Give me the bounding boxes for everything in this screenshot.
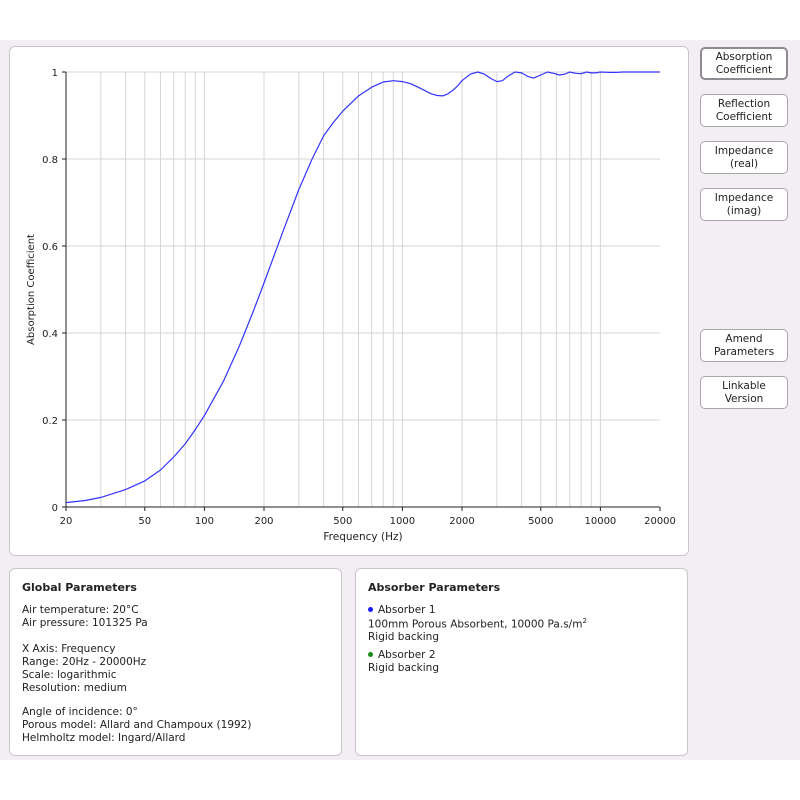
- absorption-button-line1: Absorption: [715, 51, 773, 63]
- reflection-button-line2: Coefficient: [715, 110, 773, 123]
- range-text: Range: 20Hz - 20000Hz: [22, 656, 147, 668]
- absorber-1-entry[interactable]: Absorber 1: [368, 604, 436, 616]
- impedance-imag-button-line2: (imag): [726, 204, 762, 217]
- y-tick-label: 0.8: [42, 155, 58, 166]
- absorption-chart: 0 0.2 0.4 0.6 0.8 1 20 50 100 200 500 1000 2000 5000 1…: [26, 68, 676, 543]
- air-pressure-text: Air pressure: 101325 Pa: [22, 617, 148, 629]
- x-axis-title: Frequency (Hz): [323, 531, 402, 543]
- x-tick-label: 20000: [644, 516, 676, 527]
- absorber-1-desc-sup: 2: [582, 617, 587, 625]
- x-tick-label: 200: [254, 516, 273, 527]
- absorber-1-backing: Rigid backing: [368, 631, 439, 643]
- absorber-2-dot-icon: [368, 651, 373, 657]
- incidence-text: Angle of incidence: 0°: [22, 706, 138, 718]
- impedance-imag-button-line1: Impedance: [714, 192, 774, 204]
- y-tick-label: 0.6: [42, 242, 58, 253]
- absorber-1-dot-icon: [368, 606, 373, 612]
- global-parameters-panel: Global Parameters Air temperature: 20°C …: [9, 568, 342, 756]
- absorber-1-series-line: [65, 71, 660, 504]
- global-parameters-title: Global Parameters: [22, 581, 137, 594]
- resolution-text: Resolution: medium: [22, 682, 127, 694]
- x-tick-label: 5000: [528, 516, 553, 527]
- absorber-2-entry[interactable]: Absorber 2: [368, 649, 436, 661]
- y-tick-label: 0: [52, 503, 58, 514]
- impedance-real-button[interactable]: Impedance (real): [700, 141, 788, 174]
- impedance-real-button-line1: Impedance: [714, 145, 774, 157]
- absorption-coefficient-button[interactable]: Absorption Coefficient: [700, 47, 788, 80]
- x-axis-text: X Axis: Frequency: [22, 643, 116, 655]
- x-tick-label: 10000: [584, 516, 616, 527]
- linkable-version-button[interactable]: Linkable Version: [700, 376, 788, 409]
- absorber-1-desc-main: 100mm Porous Absorbent, 10000 Pa.s/m: [368, 618, 583, 631]
- absorber-parameters-panel: Absorber Parameters Absorber 1 100mm Por…: [355, 568, 688, 756]
- x-tick-label: 100: [195, 516, 214, 527]
- amend-parameters-button[interactable]: Amend Parameters: [700, 329, 788, 362]
- y-tick-label: 0.2: [42, 416, 58, 427]
- porous-model-text: Porous model: Allard and Champoux (1992): [22, 719, 252, 731]
- impedance-real-button-line2: (real): [729, 157, 759, 170]
- absorber-1-description: 100mm Porous Absorbent, 10000 Pa.s/m2: [368, 617, 587, 631]
- impedance-imag-button[interactable]: Impedance (imag): [700, 188, 788, 221]
- absorption-button-line2: Coefficient: [715, 63, 773, 76]
- linkable-button-line1: Linkable: [722, 380, 766, 392]
- absorber-parameters-title: Absorber Parameters: [368, 581, 501, 594]
- absorber-2-name: Absorber 2: [378, 649, 436, 661]
- amend-button-line2: Parameters: [713, 345, 775, 358]
- x-tick-label: 1000: [390, 516, 415, 527]
- y-axis-title: Absorption Coefficient: [26, 234, 37, 345]
- y-tick-label: 0.4: [42, 329, 58, 340]
- air-temperature-text: Air temperature: 20°C: [22, 604, 139, 616]
- scale-text: Scale: logarithmic: [22, 669, 117, 681]
- helmholtz-model-text: Helmholtz model: Ingard/Allard: [22, 732, 186, 744]
- amend-button-line1: Amend: [725, 333, 763, 345]
- reflection-coefficient-button[interactable]: Reflection Coefficient: [700, 94, 788, 127]
- x-tick-label: 50: [138, 516, 151, 527]
- x-tick-label: 500: [333, 516, 352, 527]
- x-tick-label: 2000: [449, 516, 474, 527]
- y-tick-label: 1: [52, 68, 58, 79]
- reflection-button-line1: Reflection: [717, 98, 771, 110]
- absorber-1-name: Absorber 1: [378, 604, 436, 616]
- chart-panel: 0 0.2 0.4 0.6 0.8 1 20 50 100 200 500 1000 2000 5000 1…: [9, 46, 689, 556]
- absorber-2-backing: Rigid backing: [368, 662, 439, 674]
- linkable-button-line2: Version: [724, 392, 764, 405]
- x-tick-label: 20: [60, 516, 73, 527]
